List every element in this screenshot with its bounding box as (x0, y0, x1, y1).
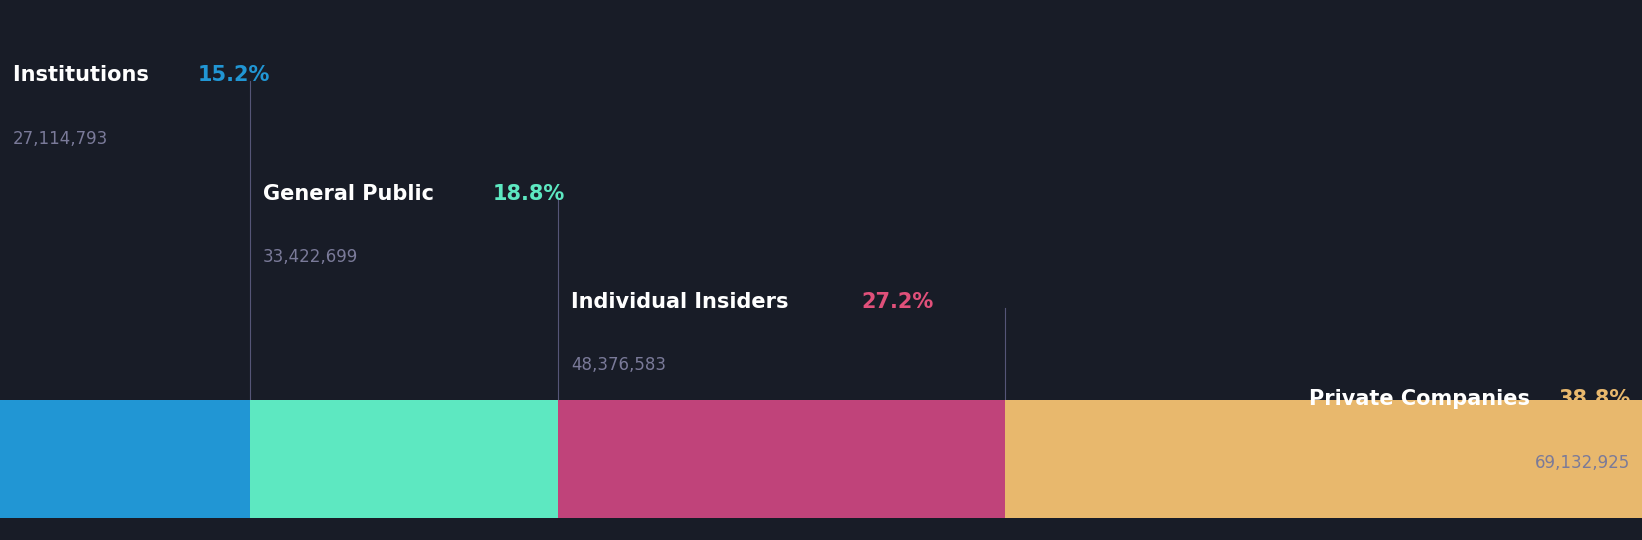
Text: Institutions: Institutions (13, 65, 156, 85)
Text: 15.2%: 15.2% (197, 65, 271, 85)
Text: 27.2%: 27.2% (862, 292, 934, 312)
Text: 69,132,925: 69,132,925 (1535, 454, 1631, 471)
Text: 33,422,699: 33,422,699 (263, 248, 358, 266)
Text: 18.8%: 18.8% (493, 184, 565, 204)
Text: 48,376,583: 48,376,583 (571, 356, 667, 374)
Text: 38.8%: 38.8% (1558, 389, 1631, 409)
Bar (0, 400, 250, 518)
Text: Private Companies: Private Companies (1309, 389, 1537, 409)
Text: Individual Insiders: Individual Insiders (571, 292, 796, 312)
Text: General Public: General Public (263, 184, 442, 204)
Bar (1005, 400, 1642, 518)
Bar (558, 400, 1005, 518)
Bar (250, 400, 558, 518)
Text: 27,114,793: 27,114,793 (13, 130, 108, 147)
